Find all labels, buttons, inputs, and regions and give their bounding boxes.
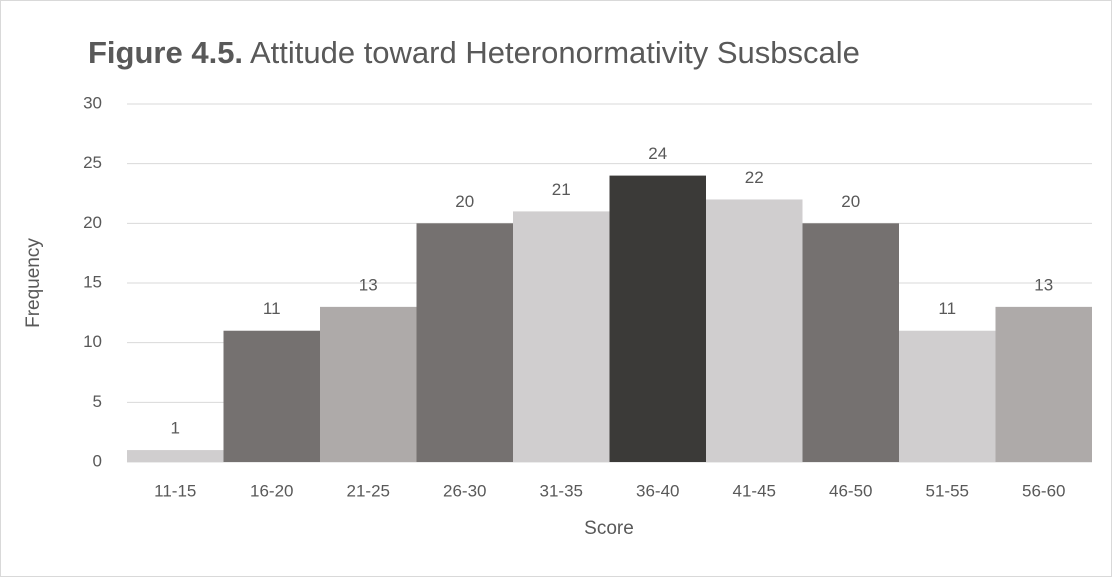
- y-axis-label: Frequency: [23, 238, 44, 328]
- bar: [320, 306, 417, 462]
- y-tick-label: 5: [93, 392, 102, 411]
- bar: [513, 211, 610, 462]
- data-label: 11: [263, 299, 281, 318]
- title-label: Figure 4.5.: [88, 35, 243, 70]
- data-label: 24: [648, 144, 667, 163]
- data-label: 22: [745, 168, 764, 187]
- data-label: 13: [359, 275, 378, 294]
- bar: [899, 330, 996, 462]
- x-tick-label: 11-15: [154, 481, 196, 500]
- data-label: 21: [552, 180, 571, 199]
- y-tick-label: 25: [83, 153, 102, 172]
- data-label: 20: [841, 192, 860, 211]
- bar: [223, 330, 320, 462]
- data-label: 1: [171, 419, 180, 438]
- bar: [802, 223, 899, 462]
- data-label: 13: [1034, 275, 1053, 294]
- x-tick-label: 21-25: [347, 481, 390, 500]
- x-axis-label: Score: [584, 518, 634, 539]
- y-tick-label: 0: [93, 451, 102, 470]
- title-text: Attitude toward Heteronormativity Susbsc…: [250, 35, 860, 70]
- y-tick-label: 10: [83, 332, 102, 351]
- y-tick-label: 20: [83, 213, 102, 232]
- chart-title: Figure 4.5. Attitude toward Heteronormat…: [88, 35, 860, 70]
- x-tick-label: 16-20: [250, 481, 293, 500]
- x-tick-label: 26-30: [443, 481, 486, 500]
- x-tick-label: 51-55: [926, 481, 969, 500]
- bar: [706, 199, 803, 462]
- x-tick-label: 56-60: [1022, 481, 1065, 500]
- x-tick-label: 31-35: [540, 481, 583, 500]
- data-label: 11: [938, 299, 956, 318]
- bar: [416, 223, 513, 462]
- x-tick-label: 46-50: [829, 481, 872, 500]
- x-tick-label: 41-45: [733, 481, 776, 500]
- x-tick-label: 36-40: [636, 481, 679, 500]
- data-label: 20: [455, 192, 474, 211]
- y-tick-label: 30: [83, 93, 102, 112]
- bar: [609, 175, 706, 462]
- bar: [127, 450, 224, 462]
- bar: [995, 306, 1092, 462]
- y-tick-label: 15: [83, 272, 102, 291]
